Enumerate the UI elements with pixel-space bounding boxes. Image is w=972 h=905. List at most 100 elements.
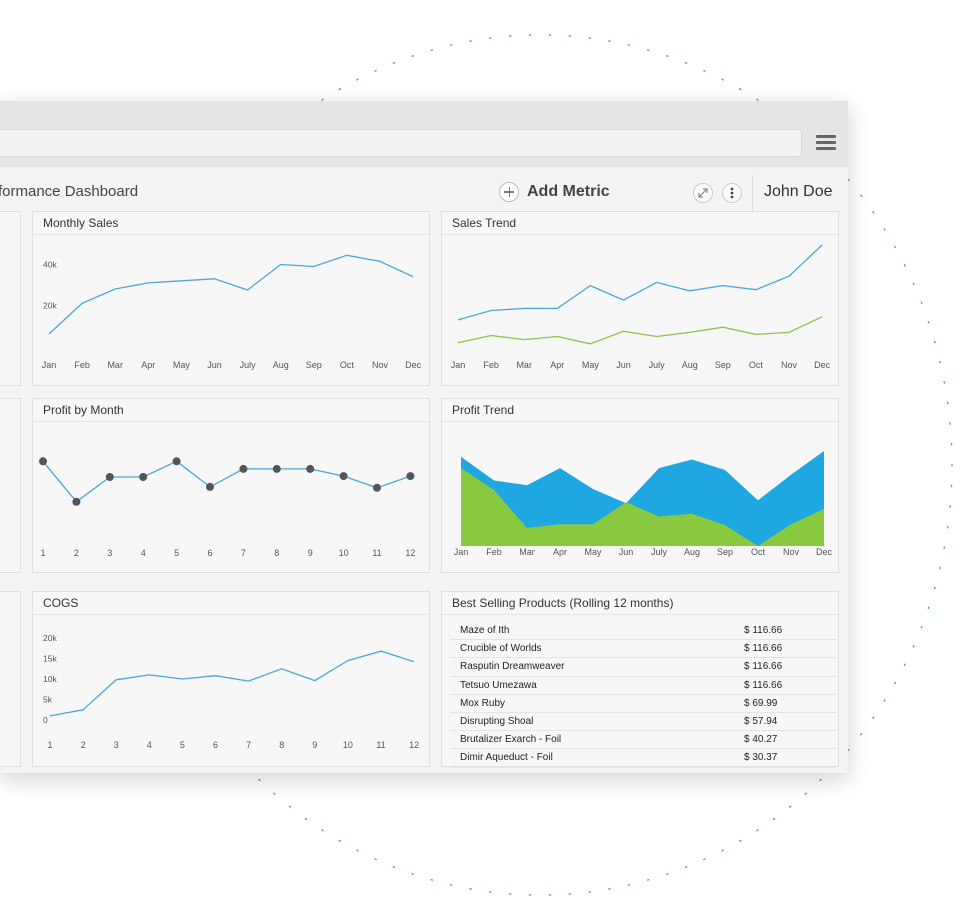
table-row[interactable]: Maze of Ith $ 116.66 — [450, 622, 836, 641]
panel-profit-by-month: Profit by Month 1 2 3 4 5 6 7 8 9 10 11 12 — [32, 398, 430, 573]
x-tick-label: Sep — [306, 360, 322, 370]
decorative-dot — [738, 839, 742, 842]
decorative-dot — [939, 360, 941, 364]
decorative-dot — [646, 49, 650, 51]
x-tick-label: 9 — [312, 740, 317, 750]
decorative-dot — [860, 733, 863, 736]
decorative-dot — [528, 894, 532, 896]
panel-title: Profit Trend — [452, 403, 515, 417]
x-tick-label: Jan — [42, 360, 57, 370]
table-row[interactable]: Mox Ruby $ 69.99 — [450, 695, 836, 713]
product-name: Dimir Aqueduct - Foil — [460, 752, 553, 764]
panel-title: Sales Trend — [452, 216, 517, 230]
decorative-dot — [627, 44, 631, 46]
decorative-dot — [950, 484, 953, 488]
expand-button[interactable] — [693, 183, 713, 203]
decorative-dot — [949, 505, 951, 508]
more-vertical-icon — [730, 187, 734, 199]
decorative-dot — [568, 35, 572, 37]
decorative-dot — [430, 49, 434, 51]
x-tick-label: Oct — [340, 360, 355, 370]
table-row[interactable]: Dimir Aqueduct - Foil $ 30.37 — [450, 749, 836, 768]
table-row[interactable]: Rasputin Dreamweaver $ 116.66 — [450, 658, 836, 677]
decorative-dot — [411, 55, 415, 57]
panel-title: COGS — [43, 596, 79, 610]
panel-divider — [33, 614, 429, 615]
table-row[interactable]: Crucible of Worlds $ 116.66 — [450, 640, 836, 659]
x-tick-label: 7 — [241, 548, 246, 558]
panel-divider — [33, 234, 429, 235]
decorative-dot — [927, 320, 930, 324]
x-tick-label: Jun — [207, 360, 222, 370]
data-point[interactable] — [206, 482, 214, 491]
product-name: Tetsuo Umezawa — [460, 679, 537, 691]
decorative-dot — [273, 792, 276, 795]
y-tick-label: 20k — [43, 300, 57, 310]
x-tick-label: 6 — [213, 740, 218, 750]
decorative-dot — [883, 699, 886, 702]
x-tick-label: Mar — [107, 360, 123, 370]
decorative-dot — [392, 62, 396, 64]
x-tick-label: July — [240, 360, 257, 370]
panel-monthly-sales: Monthly Sales Jan Feb Mar Apr May Jun July Aug S… — [32, 211, 430, 386]
hamburger-menu-icon[interactable] — [816, 135, 836, 153]
decorative-dot — [392, 866, 396, 868]
decorative-dot — [288, 805, 292, 808]
data-point[interactable] — [172, 457, 181, 466]
decorative-dot — [449, 44, 453, 46]
table-row[interactable]: Tetsuo Umezawa $ 116.66 — [450, 677, 836, 695]
x-tick-label: Sep — [717, 547, 733, 557]
x-tick-label: Feb — [74, 360, 90, 370]
data-point[interactable] — [72, 497, 81, 506]
product-price: $ 30.37 — [744, 752, 778, 764]
line-series — [48, 254, 414, 335]
panel-best-selling-products: Best Selling Products (Rolling 12 months… — [441, 591, 839, 768]
decorative-dot — [949, 422, 951, 425]
data-point[interactable] — [139, 473, 148, 481]
x-tick-label: Oct — [749, 360, 764, 370]
decorative-dot — [627, 884, 631, 886]
x-tick-label: Nov — [783, 547, 800, 557]
x-tick-label: May — [173, 360, 191, 370]
data-point[interactable] — [406, 472, 415, 481]
data-point[interactable] — [272, 464, 281, 473]
table-row[interactable]: Brutalizer Exarch - Foil $ 40.27 — [450, 731, 836, 750]
browser-chrome — [0, 101, 848, 167]
x-tick-label: Dec — [814, 360, 831, 370]
product-name: Mox Ruby — [460, 697, 506, 709]
decorative-dot — [608, 888, 611, 890]
area-series — [461, 451, 824, 546]
add-metric-button[interactable]: Add Metric — [499, 180, 610, 204]
decorative-dot — [946, 401, 949, 405]
decorative-dot — [883, 228, 886, 231]
data-point[interactable] — [373, 483, 381, 492]
decorative-dot — [684, 62, 688, 64]
decorative-dot — [721, 849, 724, 852]
decorative-dot — [860, 194, 863, 197]
data-point[interactable] — [105, 473, 114, 481]
user-name[interactable]: John Doe — [764, 183, 833, 200]
plus-icon — [499, 182, 519, 202]
x-tick-label: Sep — [715, 360, 731, 370]
decorative-dot — [548, 34, 552, 36]
product-price: $ 57.94 — [744, 715, 778, 727]
data-point[interactable] — [239, 464, 248, 473]
data-point[interactable] — [339, 472, 348, 481]
expand-icon — [698, 188, 708, 198]
product-price: $ 116.66 — [744, 643, 783, 655]
table-row[interactable]: Disrupting Shoal $ 57.94 — [450, 713, 836, 732]
more-options-button[interactable] — [722, 183, 742, 203]
x-tick-label: 10 — [343, 740, 353, 750]
decorative-dot — [943, 381, 946, 384]
x-tick-label: Jun — [619, 547, 634, 557]
data-point[interactable] — [39, 457, 47, 466]
x-tick-label: Dec — [405, 360, 422, 370]
profit-trend-chart: Jan Feb Mar Apr May Jun July Aug Sep Oct Nov Dec — [454, 451, 832, 557]
address-bar[interactable] — [0, 129, 802, 157]
x-tick-label: 3 — [114, 740, 119, 750]
panel-divider — [442, 421, 838, 422]
x-tick-label: May — [582, 360, 600, 370]
data-point[interactable] — [306, 464, 315, 473]
decorative-dot — [528, 34, 532, 36]
